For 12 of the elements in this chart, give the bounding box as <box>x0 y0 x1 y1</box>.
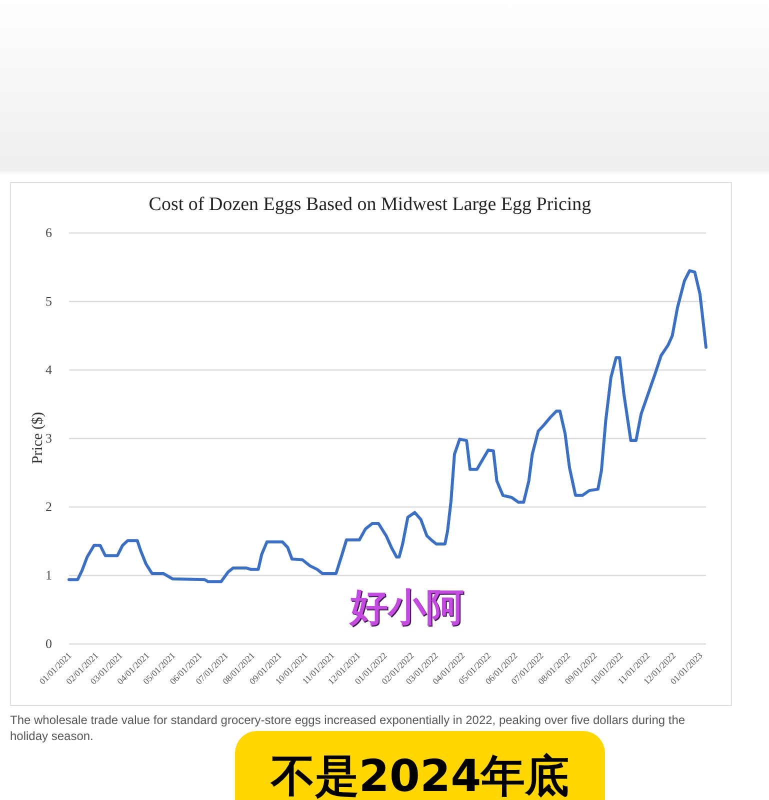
y-tick-label: 3 <box>46 430 52 446</box>
chart-title: Cost of Dozen Eggs Based on Midwest Large Egg Pricing <box>148 194 592 215</box>
annotation: 好小阿 <box>350 585 464 629</box>
y-tick-label: 5 <box>46 294 52 308</box>
y-tick-label: 1 <box>46 568 52 582</box>
y-tick-label: 4 <box>46 362 52 377</box>
line-series <box>68 269 708 584</box>
y-tick-label: 0 <box>46 636 52 651</box>
y-tick-label: 6 <box>46 225 52 240</box>
y-tick-label: 2 <box>46 499 52 514</box>
y-axis-title: Price ($) <box>30 412 46 464</box>
text: 不是2024年底 <box>235 731 605 800</box>
